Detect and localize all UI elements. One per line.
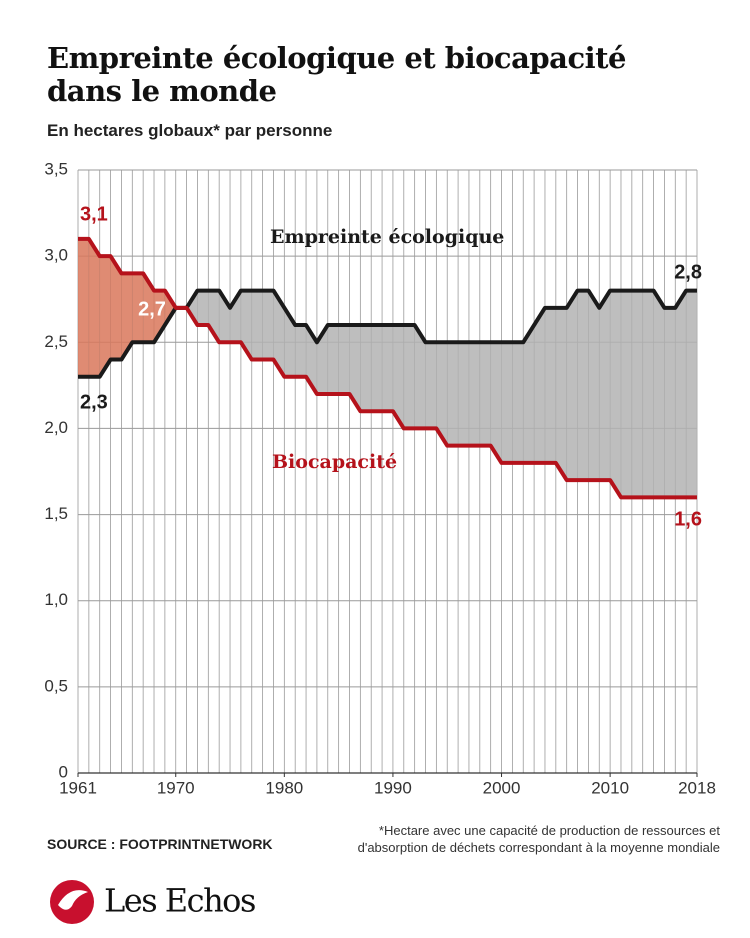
gap-area (262, 290, 274, 360)
x-tick-label: 1990 (374, 778, 412, 797)
gap-area (371, 325, 383, 412)
gap-area (425, 342, 437, 429)
gap-area (327, 325, 339, 394)
gap-area (392, 325, 404, 429)
gap-area (642, 290, 654, 498)
gap-area (458, 342, 469, 446)
y-tick-label: 1,5 (44, 504, 68, 523)
footnote: *Hectare avec une capacité de production… (357, 823, 720, 855)
gap-area (436, 342, 448, 446)
value-label: 3,1 (80, 203, 108, 225)
gap-area (78, 238, 89, 377)
y-tick-label: 0,5 (44, 676, 68, 695)
value-label: 2,8 (674, 261, 702, 283)
gap-area (240, 290, 252, 360)
source: SOURCE : FOOTPRINTNETWORK (47, 836, 273, 852)
gap-area (414, 325, 426, 429)
y-tick-label: 3,5 (44, 159, 68, 178)
series-label: Biocapacité (272, 451, 397, 473)
gap-area (295, 325, 307, 377)
gap-area (566, 290, 578, 481)
gap-area (219, 290, 231, 343)
x-tick-label: 2018 (678, 778, 716, 797)
series-label: Empreinte écologique (270, 226, 504, 248)
x-tick-label: 2010 (591, 778, 629, 797)
value-label: 1,6 (674, 508, 702, 530)
gap-area (251, 290, 263, 360)
subtitle: En hectares globaux* par personne (47, 121, 333, 140)
logo-bird (58, 890, 88, 910)
y-tick-label: 2,0 (44, 418, 68, 437)
gap-area (599, 290, 611, 481)
gap-area (121, 273, 133, 360)
gap-area (588, 290, 600, 481)
x-tick-label: 1970 (157, 778, 195, 797)
gap-area (468, 342, 480, 446)
gap-area (631, 290, 643, 498)
gap-area (230, 290, 241, 343)
gap-area (447, 342, 459, 446)
gap-area (273, 290, 285, 377)
gap-area (154, 290, 165, 343)
gap-area (208, 290, 220, 343)
gap-area (306, 325, 317, 394)
gap-area (620, 290, 632, 498)
gap-area (686, 290, 697, 498)
x-tick-label: 1961 (59, 778, 97, 797)
gap-area (534, 307, 545, 463)
gap-area (143, 273, 155, 343)
gap-area (110, 256, 122, 360)
gap-area (360, 325, 372, 412)
value-label: 2,7 (138, 298, 166, 320)
gap-area (490, 342, 502, 463)
gap-area (523, 325, 535, 463)
chart-title: Empreinte écologique et biocapacité dans… (47, 41, 626, 108)
gap-area (664, 307, 676, 498)
gap-area (284, 307, 296, 377)
logo-text: Les Echos (104, 882, 255, 920)
value-label: 2,3 (80, 391, 108, 413)
gap-area (349, 325, 361, 412)
gap-area (653, 290, 665, 498)
logo: Les Echos (50, 880, 256, 924)
y-tick-label: 1,0 (44, 590, 68, 609)
area (78, 238, 697, 498)
gap-area (382, 325, 393, 412)
gap-area (132, 273, 144, 343)
x-tick-label: 2000 (483, 778, 521, 797)
gap-area (316, 325, 328, 394)
gap-area (610, 290, 621, 498)
gap-area (164, 290, 176, 326)
gap-area (577, 290, 589, 481)
gap-area (338, 325, 350, 394)
gap-area (88, 238, 100, 377)
y-tick-label: 2,5 (44, 332, 68, 351)
gap-area (479, 342, 491, 446)
gap-area (512, 342, 524, 463)
y-tick-label: 0 (59, 762, 68, 781)
gap-area (675, 290, 687, 498)
gap-area (197, 290, 209, 326)
series-line (78, 236, 697, 500)
gap-area (544, 307, 556, 463)
x-tick-label: 1980 (265, 778, 303, 797)
gap-area (501, 342, 513, 463)
gap-area (555, 307, 567, 481)
gap-area (403, 325, 415, 429)
gap-area (99, 256, 111, 377)
y-tick-label: 3,0 (44, 246, 68, 265)
gap-area (186, 290, 198, 326)
